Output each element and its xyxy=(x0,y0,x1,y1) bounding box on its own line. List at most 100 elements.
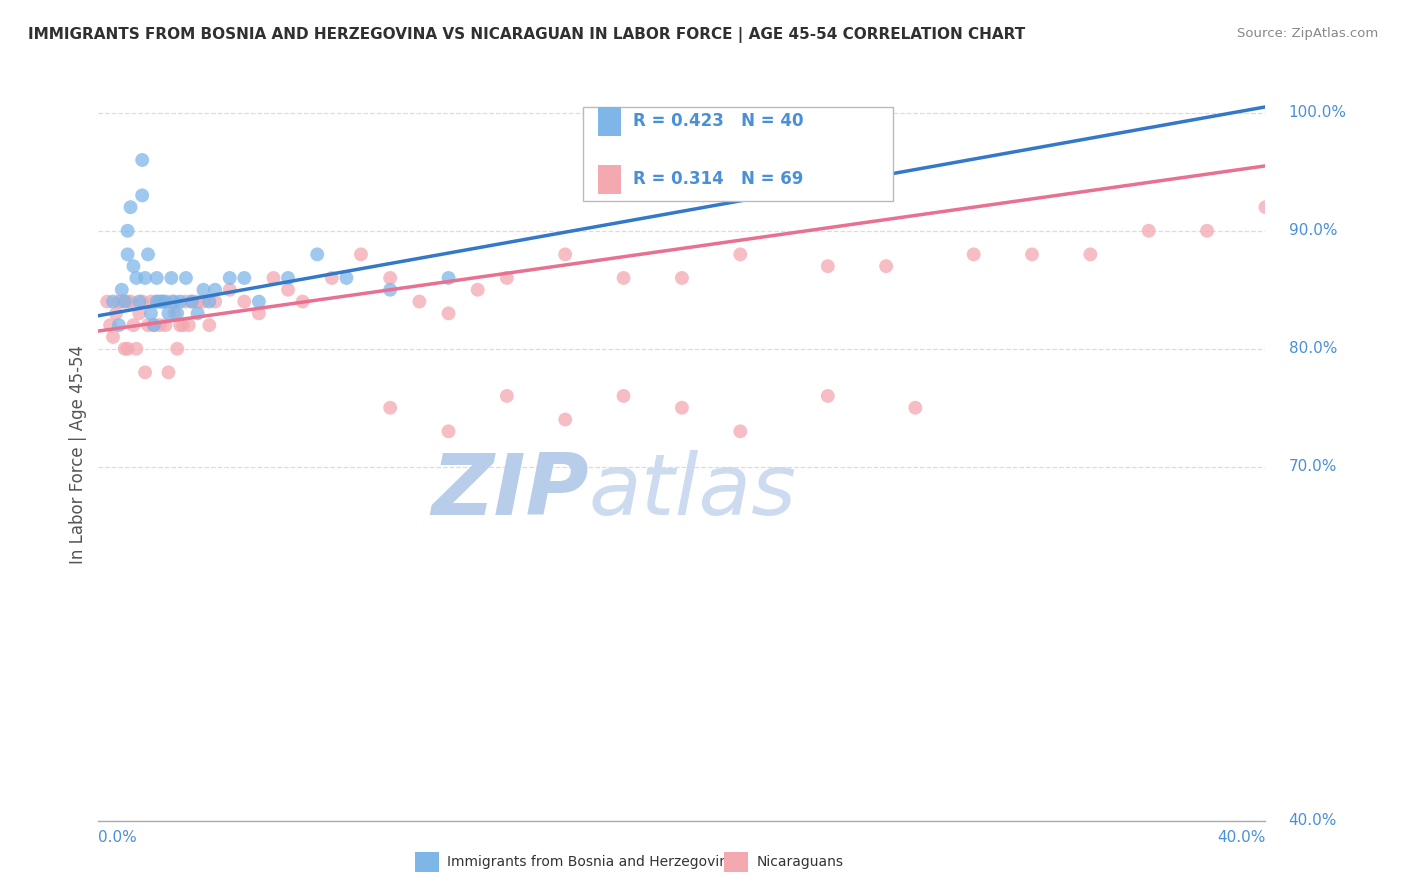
Text: 40.0%: 40.0% xyxy=(1218,830,1265,845)
Text: R = 0.423   N = 40: R = 0.423 N = 40 xyxy=(633,112,803,130)
Point xyxy=(467,283,489,297)
Point xyxy=(131,188,153,202)
Point xyxy=(142,318,165,333)
Point xyxy=(277,283,299,297)
Point xyxy=(198,294,221,309)
Point xyxy=(136,318,159,333)
Point xyxy=(139,306,162,320)
Point xyxy=(218,283,240,297)
Point xyxy=(111,283,134,297)
Point xyxy=(204,283,226,297)
Text: 80.0%: 80.0% xyxy=(1289,342,1337,356)
Text: 0.0%: 0.0% xyxy=(98,830,138,845)
Point xyxy=(149,318,172,333)
Text: IMMIGRANTS FROM BOSNIA AND HERZEGOVINA VS NICARAGUAN IN LABOR FORCE | AGE 45-54 : IMMIGRANTS FROM BOSNIA AND HERZEGOVINA V… xyxy=(28,27,1025,43)
Point xyxy=(204,294,226,309)
Point xyxy=(233,294,256,309)
Point xyxy=(104,306,127,320)
Point xyxy=(277,271,299,285)
Point xyxy=(146,271,169,285)
Point xyxy=(120,200,142,214)
Point xyxy=(307,247,329,261)
Point xyxy=(160,271,183,285)
Point xyxy=(117,342,139,356)
Point xyxy=(134,271,156,285)
Point xyxy=(111,294,134,309)
Point xyxy=(378,283,402,297)
Point xyxy=(160,294,183,309)
Point xyxy=(166,342,188,356)
Point xyxy=(169,318,191,333)
Point xyxy=(114,294,136,309)
Point xyxy=(108,318,131,333)
Point xyxy=(1080,247,1102,261)
Point xyxy=(101,294,124,309)
Text: 70.0%: 70.0% xyxy=(1289,459,1337,475)
Point xyxy=(166,306,188,320)
Point xyxy=(117,247,139,261)
Point xyxy=(904,401,927,415)
Point xyxy=(169,294,191,309)
Point xyxy=(1195,224,1218,238)
Point xyxy=(122,318,145,333)
Y-axis label: In Labor Force | Age 45-54: In Labor Force | Age 45-54 xyxy=(69,345,87,565)
Point xyxy=(128,306,150,320)
Point xyxy=(149,294,172,309)
Point xyxy=(174,271,197,285)
Text: 90.0%: 90.0% xyxy=(1289,223,1337,238)
Point xyxy=(247,294,270,309)
Point xyxy=(612,389,634,403)
Text: Immigrants from Bosnia and Herzegovina: Immigrants from Bosnia and Herzegovina xyxy=(447,855,737,870)
Point xyxy=(163,306,186,320)
Point xyxy=(128,294,150,309)
Text: ZIP: ZIP xyxy=(430,450,589,533)
Point xyxy=(437,271,460,285)
Point xyxy=(187,306,209,320)
Point xyxy=(98,318,121,333)
Text: 40.0%: 40.0% xyxy=(1289,814,1337,828)
Point xyxy=(117,294,139,309)
Point xyxy=(163,294,186,309)
Point xyxy=(120,294,142,309)
Point xyxy=(291,294,314,309)
Point xyxy=(728,247,751,261)
Point xyxy=(437,425,460,439)
Point xyxy=(172,318,194,333)
Point xyxy=(155,294,177,309)
Point xyxy=(554,412,576,426)
Point xyxy=(187,294,209,309)
Point xyxy=(437,306,460,320)
Point xyxy=(108,294,131,309)
Point xyxy=(122,259,145,273)
Point xyxy=(136,247,159,261)
Point xyxy=(96,294,118,309)
Point xyxy=(671,401,693,415)
Point xyxy=(495,389,517,403)
Point xyxy=(198,318,221,333)
Text: Source: ZipAtlas.com: Source: ZipAtlas.com xyxy=(1237,27,1378,40)
Point xyxy=(554,247,576,261)
Point xyxy=(378,271,402,285)
Point xyxy=(495,271,517,285)
Point xyxy=(408,294,430,309)
Point xyxy=(142,318,165,333)
Point xyxy=(1254,200,1277,214)
Point xyxy=(101,330,124,344)
Point xyxy=(125,342,148,356)
Point xyxy=(146,294,169,309)
Point xyxy=(155,318,177,333)
Point xyxy=(233,271,256,285)
Point xyxy=(817,259,839,273)
Point xyxy=(262,271,284,285)
Text: Nicaraguans: Nicaraguans xyxy=(756,855,844,870)
Point xyxy=(247,306,270,320)
Point xyxy=(1021,247,1043,261)
Point xyxy=(962,247,984,261)
Point xyxy=(321,271,343,285)
Point xyxy=(350,247,373,261)
Point xyxy=(612,271,634,285)
Point xyxy=(117,224,139,238)
Point xyxy=(146,294,169,309)
Point xyxy=(817,389,839,403)
Point xyxy=(180,294,202,309)
